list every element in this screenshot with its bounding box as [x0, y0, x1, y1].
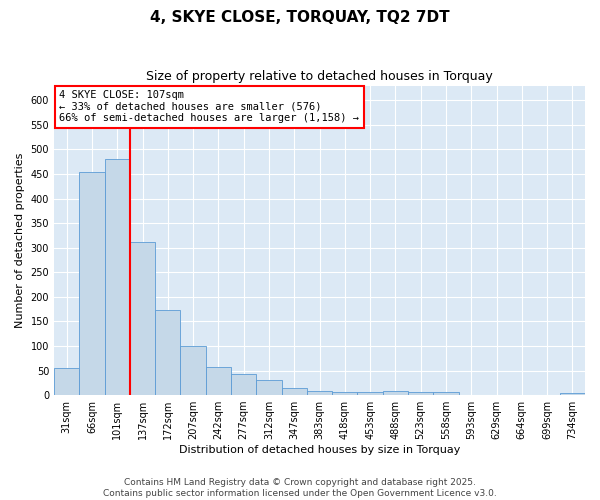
Bar [181, 346, 206, 395]
Bar [54, 368, 79, 395]
Bar [358, 392, 383, 395]
Bar [79, 172, 104, 395]
Bar [206, 366, 231, 395]
Bar [256, 380, 281, 395]
Bar [281, 388, 307, 395]
Bar [332, 392, 358, 395]
Title: Size of property relative to detached houses in Torquay: Size of property relative to detached ho… [146, 70, 493, 83]
Bar [307, 391, 332, 395]
Text: 4, SKYE CLOSE, TORQUAY, TQ2 7DT: 4, SKYE CLOSE, TORQUAY, TQ2 7DT [150, 10, 450, 25]
Bar [408, 392, 433, 395]
Bar [433, 392, 458, 395]
Text: 4 SKYE CLOSE: 107sqm
← 33% of detached houses are smaller (576)
66% of semi-deta: 4 SKYE CLOSE: 107sqm ← 33% of detached h… [59, 90, 359, 124]
Bar [155, 310, 181, 395]
Y-axis label: Number of detached properties: Number of detached properties [15, 152, 25, 328]
Bar [383, 391, 408, 395]
Text: Contains HM Land Registry data © Crown copyright and database right 2025.
Contai: Contains HM Land Registry data © Crown c… [103, 478, 497, 498]
Bar [104, 160, 130, 395]
Bar [560, 393, 585, 395]
X-axis label: Distribution of detached houses by size in Torquay: Distribution of detached houses by size … [179, 445, 460, 455]
Bar [231, 374, 256, 395]
Bar [130, 242, 155, 395]
